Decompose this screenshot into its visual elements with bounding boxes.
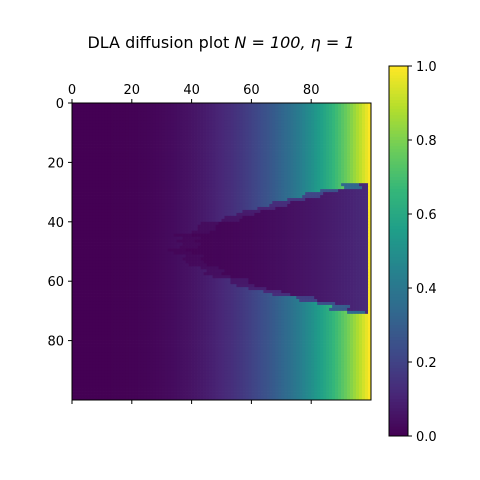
colorbar-ticks: 0.0 0.2 0.4 0.6 0.8 1.0 bbox=[408, 60, 437, 445]
colorbar-tick-label-0.6: 0.6 bbox=[416, 208, 437, 223]
colorbar-tick-label-0.8: 0.8 bbox=[416, 134, 437, 149]
x-tick-label-0: 0 bbox=[68, 83, 76, 98]
colorbar-tick-label-0.2: 0.2 bbox=[416, 356, 437, 371]
y-tick-label-20: 20 bbox=[47, 156, 64, 171]
y-axis-ticks: 0 20 40 60 80 bbox=[47, 97, 72, 350]
y-tick-label-60: 60 bbox=[47, 275, 64, 290]
chart-title-math: N = 100, η = 1 bbox=[234, 33, 354, 52]
colorbar-tick-label-0.0: 0.0 bbox=[416, 430, 437, 445]
colorbar bbox=[388, 65, 409, 437]
x-tick-label-80: 80 bbox=[303, 83, 320, 98]
colorbar-tick-label-1.0: 1.0 bbox=[416, 60, 437, 75]
x-axis-ticks: 0 20 40 60 80 bbox=[68, 83, 320, 404]
y-tick-label-40: 40 bbox=[47, 216, 64, 231]
colorbar-tick-label-0.4: 0.4 bbox=[416, 282, 437, 297]
x-tick-label-40: 40 bbox=[183, 83, 200, 98]
x-tick-label-20: 20 bbox=[124, 83, 141, 98]
y-tick-label-80: 80 bbox=[47, 335, 64, 350]
y-tick-label-0: 0 bbox=[56, 97, 64, 112]
chart-title-text: DLA diffusion plot bbox=[87, 33, 234, 52]
chart-title: DLA diffusion plot N = 100, η = 1 bbox=[87, 33, 354, 52]
x-tick-label-60: 60 bbox=[243, 83, 260, 98]
heatmap-frame bbox=[71, 102, 372, 401]
heatmap-image bbox=[72, 103, 372, 401]
